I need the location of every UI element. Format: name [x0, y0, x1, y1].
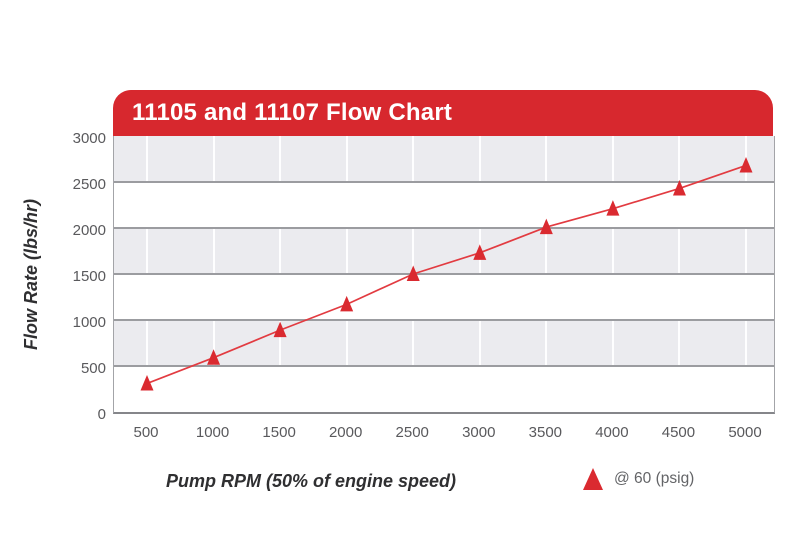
- x-tick-label: 2000: [328, 424, 363, 441]
- h-gridline: [114, 319, 774, 321]
- data-point-marker: [606, 200, 620, 216]
- x-axis-title: Pump RPM (50% of engine speed): [166, 471, 457, 491]
- legend-triangle-icon: [583, 468, 603, 490]
- data-point-marker: [207, 349, 221, 365]
- data-point-marker: [406, 265, 420, 281]
- plot-area: [113, 136, 775, 414]
- y-tick-label: 2000: [72, 222, 106, 239]
- data-point-marker: [672, 179, 686, 196]
- x-tick-label: 1000: [195, 424, 230, 441]
- plot-band: [114, 320, 774, 366]
- data-point-marker: [273, 321, 287, 338]
- data-point-marker: [340, 295, 354, 312]
- data-point-marker: [739, 156, 753, 173]
- y-tick-label: 3000: [72, 130, 106, 147]
- x-tick-label: 3500: [528, 424, 563, 441]
- plot-band: [114, 366, 774, 412]
- x-tick-label: 500: [133, 424, 159, 441]
- h-gridline: [114, 181, 774, 183]
- plot-band: [114, 228, 774, 274]
- plot-band: [114, 136, 774, 182]
- y-tick-label: 500: [80, 360, 106, 377]
- chart-canvas: [140, 156, 753, 391]
- plot-band: [114, 182, 774, 228]
- x-tick-label: 1500: [262, 424, 296, 441]
- h-gridline: [114, 273, 774, 275]
- x-tick-label: 2500: [395, 424, 429, 441]
- x-tick-label: 3000: [462, 424, 496, 441]
- data-point-marker: [473, 244, 487, 260]
- legend: @ 60 (psig): [583, 468, 694, 490]
- data-point-marker: [140, 374, 154, 391]
- y-tick-label: 2500: [72, 176, 106, 193]
- plot-band: [114, 274, 774, 320]
- h-gridline: [114, 227, 774, 229]
- x-tick-label: 4500: [661, 424, 696, 441]
- y-tick-label: 1000: [72, 314, 106, 331]
- x-tick-label: 5000: [728, 424, 762, 441]
- legend-label: @ 60 (psig): [614, 470, 695, 487]
- y-tick-label: 0: [97, 406, 106, 423]
- chart-title: 11105 and 11107 Flow Chart: [132, 99, 453, 126]
- series-line: [146, 164, 747, 385]
- x-tick-label: 4000: [595, 424, 629, 441]
- h-gridline: [114, 365, 774, 367]
- y-axis-title: Flow Rate (lbs/hr): [20, 198, 41, 350]
- chart-title-banner: 11105 and 11107 Flow Chart: [113, 90, 773, 136]
- data-point-marker: [539, 218, 553, 235]
- y-tick-label: 1500: [72, 268, 106, 285]
